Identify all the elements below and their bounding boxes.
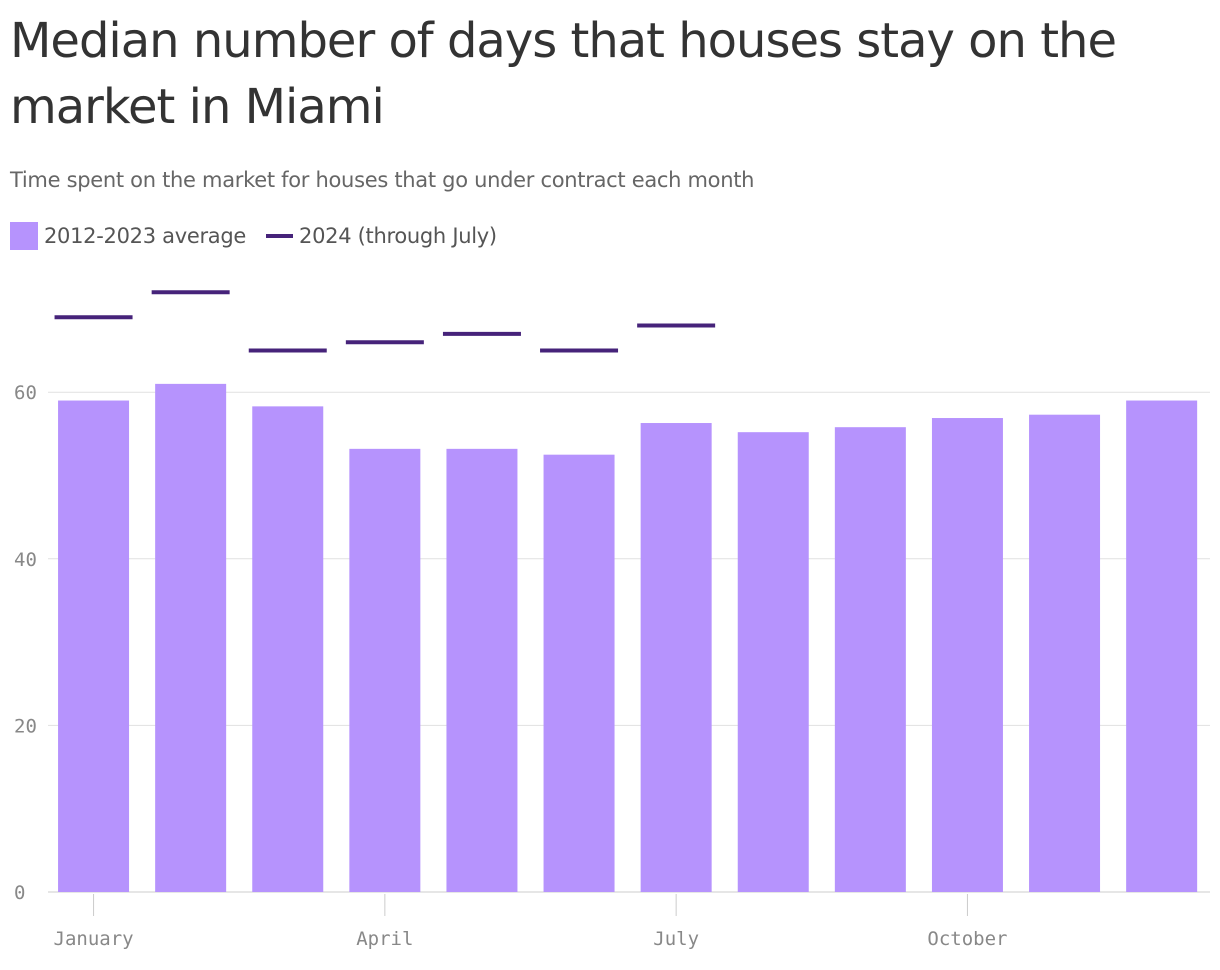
legend: 2012-2023 average 2024 (through July) (10, 221, 517, 251)
legend-label-average: 2012-2023 average (44, 224, 247, 248)
legend-item-2024: 2024 (through July) (266, 224, 497, 248)
bar-december (1126, 400, 1198, 892)
chart-title: Median number of days that houses stay o… (10, 13, 1117, 135)
legend-label-2024: 2024 (through July) (299, 224, 497, 248)
bar-july (640, 423, 712, 892)
bar-february (155, 383, 227, 892)
x-tick-label-october: October (927, 928, 1007, 950)
bar-january (58, 400, 130, 892)
bar-june (543, 454, 615, 892)
bar-march (252, 406, 324, 892)
bar-april (349, 448, 421, 892)
bar-october (931, 418, 1003, 892)
legend-item-average: 2012-2023 average (10, 222, 246, 250)
axes: 0 20 40 60 January April July October (14, 382, 1007, 950)
x-tick-label-january: January (54, 928, 134, 950)
y-tick-label-60: 60 (14, 382, 37, 404)
markers-2024 (54, 290, 716, 353)
x-tick-label-july: July (653, 928, 699, 950)
y-tick-label-0: 0 (14, 882, 25, 904)
y-tick-label-40: 40 (14, 549, 37, 571)
legend-swatch-2024 (266, 234, 294, 238)
bar-september (834, 427, 906, 892)
bar-august (737, 432, 809, 892)
y-tick-label-20: 20 (14, 715, 37, 737)
bars (58, 383, 1198, 892)
chart-subtitle: Time spent on the market for houses that… (10, 168, 755, 192)
bar-november (1029, 414, 1101, 892)
bar-may (446, 448, 518, 892)
legend-swatch-average (10, 222, 38, 250)
x-tick-label-april: April (356, 928, 413, 950)
gridlines (48, 391, 1210, 893)
